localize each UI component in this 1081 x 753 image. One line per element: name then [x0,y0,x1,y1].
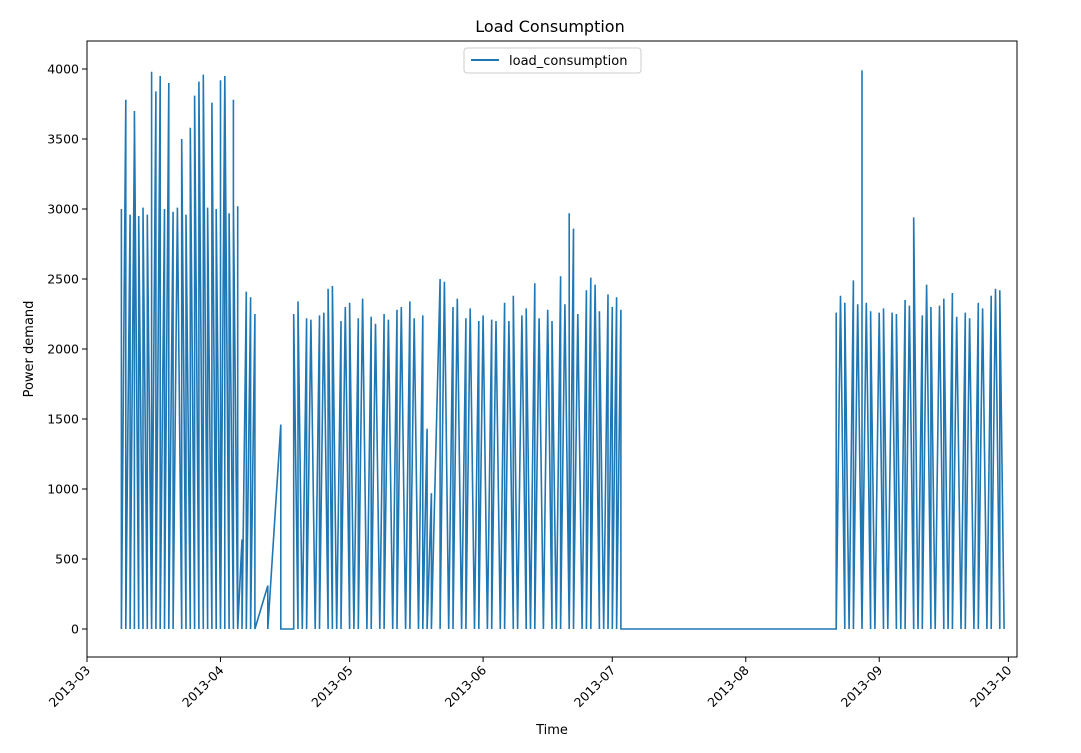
chart-title: Load Consumption [475,17,624,36]
y-tick-label: 500 [55,552,79,567]
y-tick-label: 2000 [47,342,79,357]
y-tick-label: 1000 [47,482,79,497]
legend-label-load-consumption: load_consumption [509,54,627,69]
y-tick-label: 4000 [47,62,79,77]
legend: load_consumption [464,48,641,73]
y-tick-label: 3500 [47,132,79,147]
y-tick-label: 0 [71,622,79,637]
y-tick-label: 1500 [47,412,79,427]
y-tick-label: 2500 [47,272,79,287]
y-tick-label: 3000 [47,202,79,217]
y-axis-label: Power demand [22,301,37,398]
x-axis-label: Time [535,723,568,738]
